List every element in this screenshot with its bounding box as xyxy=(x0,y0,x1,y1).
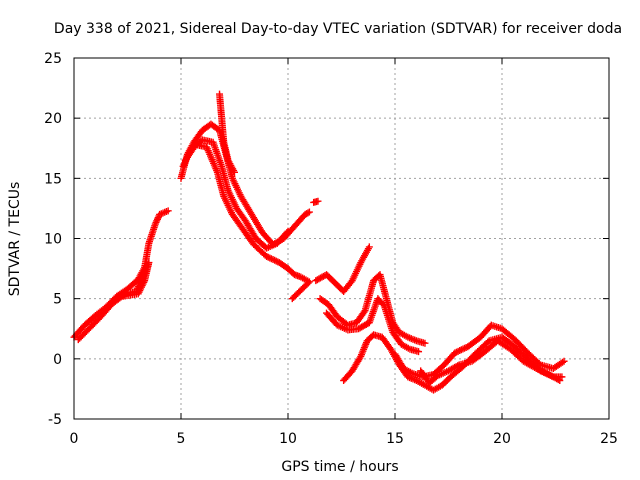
data-point xyxy=(164,207,172,215)
data-point xyxy=(153,215,161,223)
x-tick-label: 25 xyxy=(600,431,618,447)
data-point xyxy=(153,217,161,225)
data-point xyxy=(453,348,461,356)
y-axis-label: SDTVAR / TECUs xyxy=(7,182,23,297)
data-point xyxy=(151,220,159,228)
data-point xyxy=(537,367,545,375)
data-point xyxy=(264,253,272,261)
data-point xyxy=(119,292,127,300)
y-tick-label: 20 xyxy=(44,111,62,127)
data-point xyxy=(267,255,275,263)
series-track-9 xyxy=(312,243,373,295)
data-point xyxy=(459,345,467,353)
data-point xyxy=(421,339,429,347)
data-point xyxy=(556,376,564,384)
data-point xyxy=(283,229,291,237)
series-track-13 xyxy=(391,321,568,381)
series-track-5 xyxy=(181,141,292,273)
data-point xyxy=(271,256,279,264)
data-point xyxy=(461,344,469,352)
data-point xyxy=(559,358,567,366)
data-point xyxy=(542,369,550,377)
x-tick-label: 20 xyxy=(493,431,511,447)
y-tick-label: -5 xyxy=(48,412,62,428)
series-track-14 xyxy=(417,337,564,387)
x-tick-label: 5 xyxy=(177,431,186,447)
x-axis-label: GPS time / hours xyxy=(281,459,398,475)
data-point xyxy=(304,209,312,217)
x-tick-label: 10 xyxy=(279,431,297,447)
series-track-10 xyxy=(316,271,429,347)
x-tick-labels: 0 5 10 15 20 25 xyxy=(70,431,618,447)
data-point xyxy=(539,367,547,375)
data-point xyxy=(305,208,313,216)
data-point xyxy=(269,256,277,264)
series-track-4 xyxy=(179,136,292,252)
data-point xyxy=(535,366,543,374)
x-tick-label: 0 xyxy=(70,431,79,447)
data-point xyxy=(415,348,423,356)
series-track-8 xyxy=(310,197,322,206)
series-track-7 xyxy=(284,265,313,303)
data-point xyxy=(560,357,568,365)
data-point xyxy=(451,349,459,357)
data-point xyxy=(263,253,271,261)
y-tick-label: 15 xyxy=(44,171,62,187)
data-point xyxy=(152,218,160,226)
series-track-11 xyxy=(323,295,423,356)
data-point xyxy=(231,168,238,176)
data-point xyxy=(534,365,542,373)
series-track-1 xyxy=(70,207,172,341)
chart-title: Day 338 of 2021, Sidereal Day-to-day VTE… xyxy=(54,21,622,37)
tick-marks xyxy=(73,57,610,420)
y-tick-label: 0 xyxy=(53,352,62,368)
y-tick-labels: -5 0 5 10 15 20 25 xyxy=(44,51,62,428)
series-track-2 xyxy=(74,259,153,344)
data-point xyxy=(360,308,368,316)
data-point xyxy=(272,257,280,265)
data-point xyxy=(288,295,296,303)
data-point xyxy=(554,376,562,384)
y-tick-label: 10 xyxy=(44,232,62,248)
data-point xyxy=(266,254,274,262)
data-point xyxy=(558,373,566,381)
data-point xyxy=(284,227,292,235)
data-point xyxy=(454,347,462,355)
data-point xyxy=(457,346,465,354)
data-point xyxy=(532,364,540,372)
data-point xyxy=(365,243,373,251)
data-point xyxy=(454,362,462,370)
data-point xyxy=(540,368,548,376)
x-tick-label: 15 xyxy=(386,431,404,447)
data-point xyxy=(154,214,162,222)
series-track-6 xyxy=(216,90,238,176)
data-point xyxy=(314,197,322,205)
data-point xyxy=(290,293,298,301)
y-tick-label: 5 xyxy=(53,292,62,308)
y-tick-label: 25 xyxy=(44,51,62,67)
data-point xyxy=(543,370,551,378)
data-layer xyxy=(70,90,568,394)
data-point xyxy=(456,347,464,355)
